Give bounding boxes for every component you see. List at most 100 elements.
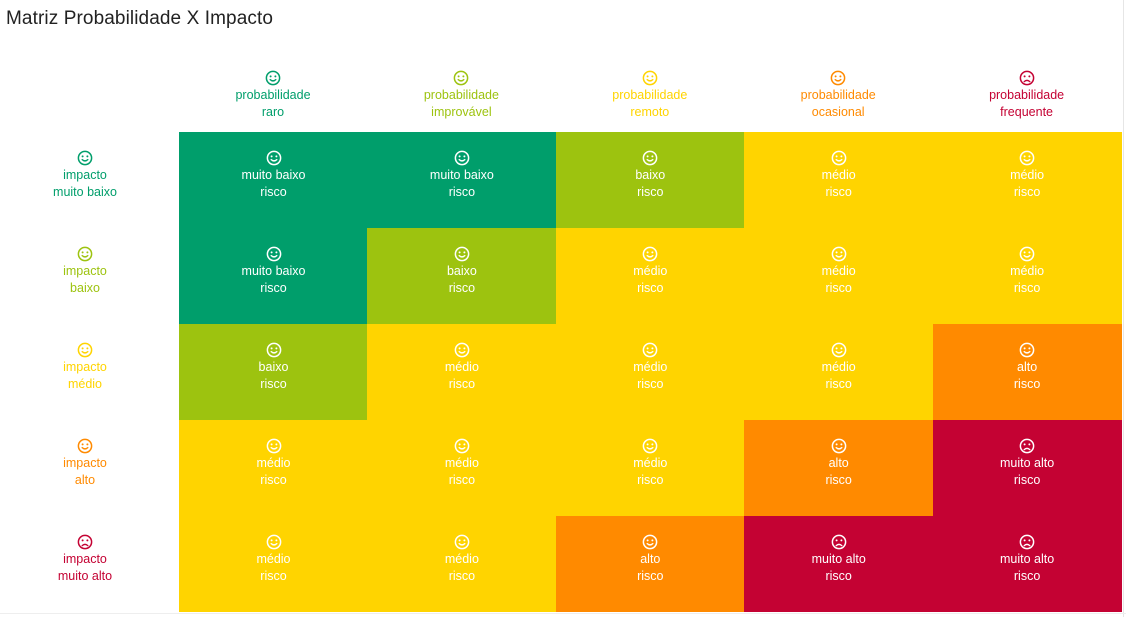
cell-risk-level: médio bbox=[444, 360, 479, 374]
column-header-level: frequente bbox=[1000, 105, 1053, 119]
cell-risk-level: baixo bbox=[635, 168, 666, 182]
cell-risk-level: médio bbox=[633, 264, 668, 278]
cell-risk-suffix: risco bbox=[637, 185, 664, 199]
cell-risk-suffix: risco bbox=[260, 377, 287, 391]
cell-risk-level: médio bbox=[633, 360, 668, 374]
cell-risk-level: alto bbox=[640, 552, 661, 566]
smile-face-icon bbox=[642, 150, 658, 166]
cell-risk-suffix: risco bbox=[825, 281, 852, 295]
cell-risk-level: médio bbox=[1010, 168, 1045, 182]
cell-risk-suffix: risco bbox=[1013, 281, 1041, 295]
column-header-label: probabilidade bbox=[989, 88, 1065, 102]
column-header-level: remoto bbox=[630, 105, 670, 119]
row-header-label: impacto bbox=[63, 360, 107, 374]
smile-face-icon bbox=[454, 70, 469, 86]
cell-risk-suffix: risco bbox=[448, 185, 476, 199]
matrix-cell: alto risco bbox=[555, 516, 745, 613]
column-header-level: ocasional bbox=[811, 105, 865, 119]
matrix-cell: médio risco bbox=[932, 132, 1122, 229]
matrix-cell: médio risco bbox=[744, 132, 934, 229]
smile-face-icon bbox=[1019, 246, 1035, 262]
cell-risk-suffix: risco bbox=[637, 377, 664, 391]
row-header-level: baixo bbox=[70, 281, 100, 295]
smile-face-icon bbox=[831, 150, 847, 166]
smile-face-icon bbox=[454, 246, 470, 262]
smile-face-icon bbox=[265, 70, 281, 86]
smile-face-icon bbox=[454, 150, 470, 166]
column-header-label: probabilidade bbox=[235, 88, 311, 102]
smile-face-icon bbox=[266, 342, 281, 358]
cell-risk-level: baixo bbox=[446, 264, 477, 278]
matrix-cell: muito alto risco bbox=[744, 516, 934, 613]
matrix-cell: médio risco bbox=[744, 324, 934, 421]
cell-risk-suffix: risco bbox=[637, 569, 664, 583]
matrix-cell: muito alto risco bbox=[932, 420, 1122, 517]
matrix-cell: médio risco bbox=[179, 420, 368, 517]
matrix-cell: médio risco bbox=[555, 420, 745, 517]
column-header: probabilidade raro bbox=[179, 70, 367, 121]
panel-right-border bbox=[1123, 0, 1124, 617]
cell-risk-suffix: risco bbox=[1013, 569, 1041, 583]
matrix-cell: muito baixo risco bbox=[367, 132, 557, 229]
matrix-cell: médio risco bbox=[555, 324, 745, 421]
smile-face-icon bbox=[830, 70, 846, 86]
cell-risk-level: médio bbox=[256, 552, 291, 566]
row-header-label: impacto bbox=[63, 168, 107, 182]
row-header: impacto alto bbox=[0, 438, 170, 489]
cell-risk-level: médio bbox=[1010, 264, 1045, 278]
cell-risk-level: baixo bbox=[258, 360, 289, 374]
matrix-cell: baixo risco bbox=[367, 228, 557, 325]
row-header-level: muito alto bbox=[57, 569, 113, 583]
row-header-label: impacto bbox=[63, 552, 107, 566]
row-header-level: alto bbox=[74, 473, 96, 487]
cell-risk-level: muito alto bbox=[999, 552, 1055, 566]
cell-risk-suffix: risco bbox=[1013, 185, 1041, 199]
cell-risk-level: médio bbox=[444, 552, 479, 566]
cell-risk-level: muito baixo bbox=[241, 264, 306, 278]
matrix-cell: baixo risco bbox=[555, 132, 745, 229]
matrix-cell: muito alto risco bbox=[932, 516, 1122, 613]
smile-face-icon bbox=[77, 150, 93, 166]
column-header: probabilidade remoto bbox=[556, 70, 744, 121]
cell-risk-suffix: risco bbox=[637, 473, 664, 487]
cell-risk-level: médio bbox=[444, 456, 479, 470]
row-header: impacto médio bbox=[0, 342, 170, 393]
smile-face-icon bbox=[642, 534, 658, 550]
smile-face-icon bbox=[1019, 342, 1035, 358]
frown-face-icon bbox=[1019, 534, 1035, 550]
row-header-label: impacto bbox=[63, 264, 107, 278]
cell-risk-level: médio bbox=[633, 456, 668, 470]
smile-face-icon bbox=[642, 70, 658, 86]
cell-risk-level: muito alto bbox=[811, 552, 866, 566]
cell-risk-level: muito baixo bbox=[241, 168, 306, 182]
smile-face-icon bbox=[266, 534, 281, 550]
smile-face-icon bbox=[454, 438, 470, 454]
row-header-label: impacto bbox=[63, 456, 107, 470]
cell-risk-suffix: risco bbox=[1013, 473, 1041, 487]
row-header: impacto muito baixo bbox=[0, 150, 170, 201]
cell-risk-suffix: risco bbox=[825, 377, 852, 391]
cell-risk-level: muito alto bbox=[999, 456, 1055, 470]
cell-risk-suffix: risco bbox=[825, 569, 852, 583]
row-header-level: médio bbox=[67, 377, 103, 391]
panel-bottom-border bbox=[0, 613, 1126, 614]
cell-risk-suffix: risco bbox=[448, 281, 476, 295]
matrix-cell: alto risco bbox=[744, 420, 934, 517]
matrix-cell: médio risco bbox=[367, 420, 557, 517]
cell-risk-suffix: risco bbox=[260, 473, 287, 487]
matrix-cell: alto risco bbox=[932, 324, 1122, 421]
matrix-cell: médio risco bbox=[367, 516, 557, 613]
smile-face-icon bbox=[266, 246, 281, 262]
cell-risk-suffix: risco bbox=[825, 473, 852, 487]
cell-risk-level: alto bbox=[1017, 360, 1038, 374]
column-header: probabilidade ocasional bbox=[744, 70, 932, 121]
cell-risk-suffix: risco bbox=[825, 185, 852, 199]
frown-face-icon bbox=[831, 534, 847, 550]
column-header-level: improvável bbox=[431, 105, 492, 119]
frown-face-icon bbox=[1019, 70, 1034, 86]
smile-face-icon bbox=[77, 438, 93, 454]
cell-risk-level: alto bbox=[828, 456, 849, 470]
smile-face-icon bbox=[642, 246, 658, 262]
column-header-label: probabilidade bbox=[800, 88, 876, 102]
matrix-cell: médio risco bbox=[932, 228, 1122, 325]
